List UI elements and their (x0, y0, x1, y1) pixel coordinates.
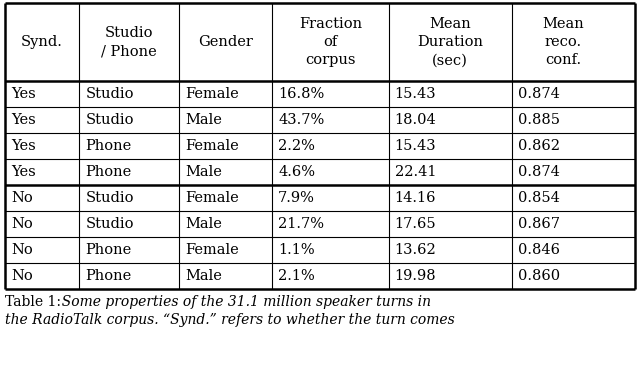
Text: 14.16: 14.16 (395, 191, 436, 205)
Text: Studio: Studio (85, 113, 134, 127)
Text: Male: Male (185, 217, 221, 231)
Text: Yes: Yes (11, 165, 36, 179)
Text: Phone: Phone (85, 243, 132, 257)
Text: Phone: Phone (85, 139, 132, 153)
Text: 19.98: 19.98 (395, 269, 436, 283)
Text: Yes: Yes (11, 113, 36, 127)
Text: Female: Female (185, 87, 239, 101)
Text: 0.867: 0.867 (518, 217, 559, 231)
Text: 0.874: 0.874 (518, 87, 559, 101)
Text: No: No (11, 269, 33, 283)
Text: 0.885: 0.885 (518, 113, 559, 127)
Text: No: No (11, 243, 33, 257)
Text: Mean
Duration
(sec): Mean Duration (sec) (417, 17, 483, 67)
Text: 15.43: 15.43 (395, 87, 436, 101)
Text: Table 1:: Table 1: (5, 295, 61, 309)
Text: Female: Female (185, 191, 239, 205)
Text: 0.874: 0.874 (518, 165, 559, 179)
Text: Synd.: Synd. (21, 35, 63, 49)
Text: No: No (11, 217, 33, 231)
Text: No: No (11, 191, 33, 205)
Text: Female: Female (185, 139, 239, 153)
Text: Male: Male (185, 165, 221, 179)
Text: the RadioTalk corpus. “Synd.” refers to whether the turn comes: the RadioTalk corpus. “Synd.” refers to … (5, 313, 455, 327)
Text: Phone: Phone (85, 165, 132, 179)
Text: 0.862: 0.862 (518, 139, 559, 153)
Text: Mean
reco.
conf.: Mean reco. conf. (542, 17, 584, 67)
Text: 43.7%: 43.7% (278, 113, 324, 127)
Text: 0.860: 0.860 (518, 269, 559, 283)
Text: Male: Male (185, 269, 221, 283)
Text: 15.43: 15.43 (395, 139, 436, 153)
Text: 16.8%: 16.8% (278, 87, 324, 101)
Text: Male: Male (185, 113, 221, 127)
Text: 0.854: 0.854 (518, 191, 559, 205)
Text: Gender: Gender (198, 35, 253, 49)
Text: 22.41: 22.41 (395, 165, 436, 179)
Text: 2.2%: 2.2% (278, 139, 315, 153)
Text: Studio: Studio (85, 217, 134, 231)
Text: Yes: Yes (11, 87, 36, 101)
Text: Some properties of the 31.1 million speaker turns in: Some properties of the 31.1 million spea… (53, 295, 431, 309)
Text: Fraction
of
corpus: Fraction of corpus (299, 17, 362, 67)
Text: 2.1%: 2.1% (278, 269, 315, 283)
Text: 0.846: 0.846 (518, 243, 559, 257)
Text: 4.6%: 4.6% (278, 165, 315, 179)
Text: 21.7%: 21.7% (278, 217, 324, 231)
Text: Female: Female (185, 243, 239, 257)
Text: Phone: Phone (85, 269, 132, 283)
Text: Yes: Yes (11, 139, 36, 153)
Text: Studio: Studio (85, 87, 134, 101)
Text: 13.62: 13.62 (395, 243, 436, 257)
Text: Studio: Studio (85, 191, 134, 205)
Text: 1.1%: 1.1% (278, 243, 315, 257)
Text: 7.9%: 7.9% (278, 191, 315, 205)
Text: 17.65: 17.65 (395, 217, 436, 231)
Text: Studio
/ Phone: Studio / Phone (101, 26, 157, 58)
Text: 18.04: 18.04 (395, 113, 436, 127)
